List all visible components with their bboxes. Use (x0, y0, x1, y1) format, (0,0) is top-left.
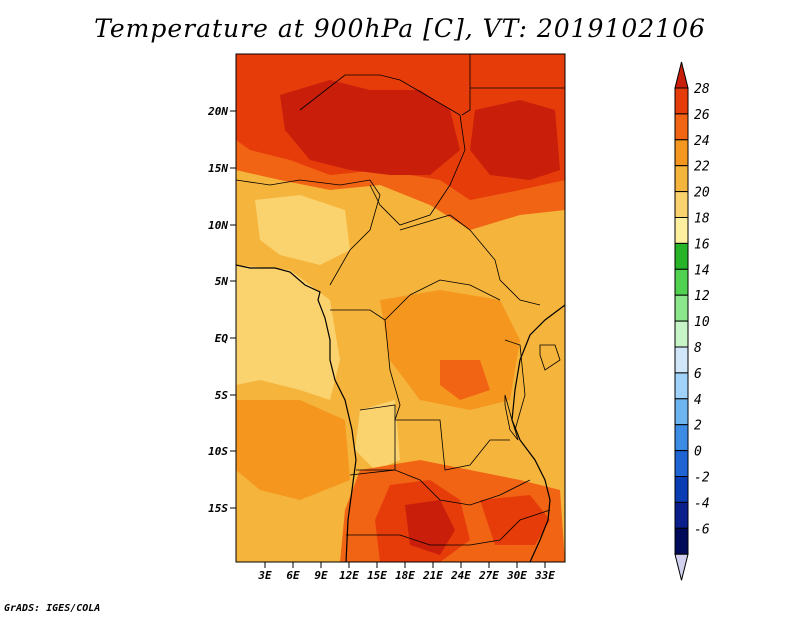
field-26c-zimbabwe (480, 495, 550, 545)
lon-tick-30e: 30E (506, 569, 527, 582)
border-egypt-sudan (461, 54, 471, 116)
border-namibia-botswana (346, 509, 551, 546)
colorbar-bottom-arrow (674, 553, 689, 581)
field-22c-southatlantic (236, 400, 350, 500)
field-20c-westafrica (255, 195, 350, 265)
colorbar-swatch (674, 87, 689, 115)
lat-axis: 20N 15N 10N 5N EQ 5S 10S 15S (207, 105, 236, 515)
field-20c-atlantic (236, 265, 340, 400)
colorbar-swatch (674, 346, 689, 374)
east-coastline (511, 304, 565, 562)
colorbar-swatch (674, 320, 689, 348)
lat-tick-15s: 15S (208, 502, 228, 515)
border-drc (384, 319, 510, 471)
lake-tanganyika (504, 394, 519, 441)
colorbar-label: 22 (694, 160, 710, 175)
colorbar-label: 12 (694, 289, 710, 304)
field-20c-angola (355, 400, 400, 470)
colorbar-swatch (674, 501, 689, 529)
colorbar-label: 8 (694, 341, 702, 356)
colorbar-swatch (674, 139, 689, 167)
colorbar-label: 16 (694, 237, 710, 252)
lon-tick-24e: 24E (450, 569, 471, 582)
lat-tick-15n: 15N (208, 162, 228, 175)
colorbar-swatch (674, 113, 689, 141)
colorbar-label: 24 (694, 134, 710, 149)
colorbar-swatch (674, 398, 689, 426)
colorbar-swatch (674, 476, 689, 503)
border-angola-north (349, 404, 396, 476)
colorbar-swatch (674, 424, 689, 452)
colorbar-swatch (674, 450, 689, 478)
lon-tick-18e: 18E (395, 569, 415, 582)
lon-tick-27e: 27E (478, 569, 499, 582)
colorbar-swatch (674, 294, 689, 322)
border-zambia (356, 469, 531, 506)
colorbar-top-arrow (674, 61, 689, 89)
colorbar-swatch (674, 191, 689, 219)
map-title: Temperature at 900hPa [C], VT: 201910210… (94, 14, 706, 43)
colorbar-label: 14 (694, 263, 710, 278)
border-car-sudan (399, 214, 541, 306)
border-chad (299, 74, 466, 226)
grads-credit: GrADS: IGES/COLA (4, 603, 101, 614)
west-coastline (236, 264, 357, 562)
lat-tick-5n: 5N (215, 275, 229, 288)
colorbar-label: 26 (694, 108, 710, 123)
colorbar-label: -6 (694, 522, 710, 537)
colorbar-label: 18 (694, 212, 710, 227)
field-24c-congo (440, 360, 490, 400)
border-lakes (504, 339, 526, 431)
field-28c-sudan (470, 100, 560, 180)
lon-tick-9e: 9E (314, 569, 328, 582)
colorbar-swatch (674, 217, 689, 244)
lat-tick-10s: 10S (208, 445, 228, 458)
lat-tick-10n: 10N (208, 219, 228, 232)
coastlines (236, 264, 565, 562)
colorbar-swatch (674, 268, 689, 296)
lon-tick-6e: 6E (286, 569, 300, 582)
field-28c-sahara (280, 80, 460, 175)
lat-tick-20n: 20N (207, 105, 228, 118)
temperature-field (236, 54, 565, 562)
colorbar-label: 10 (694, 315, 710, 330)
colorbar-label: 2 (694, 419, 702, 434)
border-nigeria (236, 179, 381, 286)
colorbar-swatch (674, 527, 689, 555)
colorbar-label: 4 (694, 393, 702, 408)
colorbar-label: -4 (694, 496, 710, 511)
lat-tick-5s: 5S (215, 389, 229, 402)
lon-axis: 3E 6E 9E 12E 15E 18E 21E 24E 27E 30E 33E (257, 562, 555, 582)
country-borders (236, 54, 565, 546)
lat-tick-eq: EQ (215, 332, 229, 345)
colorbar-label: 28 (694, 82, 710, 97)
lon-tick-12e: 12E (339, 569, 359, 582)
lake-victoria (539, 344, 561, 371)
lon-tick-33e: 33E (534, 569, 555, 582)
colorbar-swatch (674, 165, 689, 193)
map-frame (235, 53, 566, 563)
lon-tick-15e: 15E (367, 569, 387, 582)
colorbar-label: 20 (694, 186, 710, 201)
colorbar-swatch (674, 242, 689, 270)
border-congo-car (330, 279, 501, 321)
colorbar-label: -2 (694, 471, 710, 486)
colorbar-label: 6 (694, 367, 702, 382)
lon-tick-3e: 3E (257, 569, 272, 582)
lon-tick-21e: 21E (422, 569, 443, 582)
colorbar-swatch (674, 372, 689, 400)
colorbar-label: 0 (694, 445, 702, 460)
